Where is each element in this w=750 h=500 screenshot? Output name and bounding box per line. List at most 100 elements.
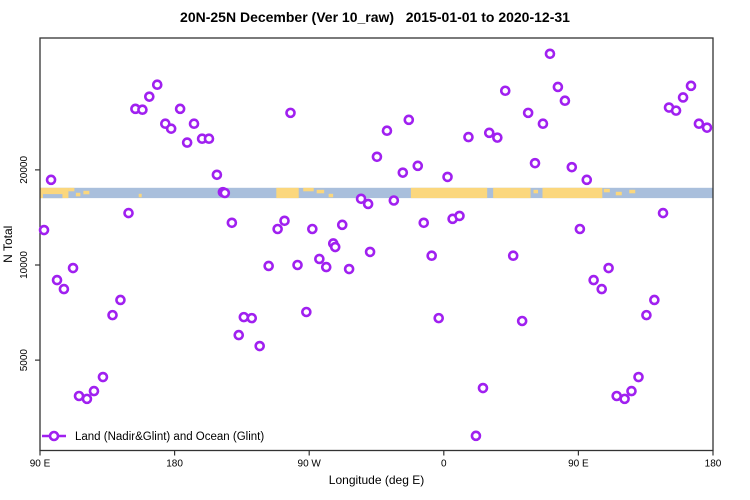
map-strip-island: [68, 187, 75, 192]
data-point: [211, 169, 223, 181]
data-point: [123, 207, 134, 219]
data-point: [219, 187, 231, 199]
data-point: [292, 259, 303, 271]
data-point: [492, 132, 503, 143]
data-point: [559, 95, 571, 107]
plot-frame: [39, 37, 714, 452]
map-strip-land: [276, 187, 299, 199]
x-tick-label: 90 W: [298, 459, 322, 470]
map-strip-island: [83, 190, 90, 195]
data-point: [226, 217, 238, 229]
map-strip-island: [533, 189, 539, 194]
data-point: [581, 174, 593, 186]
data-point: [685, 80, 697, 92]
data-point: [418, 217, 430, 229]
data-point: [45, 174, 57, 186]
data-point: [552, 81, 564, 93]
data-point: [115, 294, 126, 306]
data-point: [203, 133, 215, 145]
data-point: [477, 382, 489, 394]
data-point: [279, 215, 290, 227]
data-point: [371, 151, 383, 163]
map-strip-island: [328, 193, 334, 198]
data-point: [307, 223, 318, 235]
data-point: [151, 79, 163, 91]
data-point: [246, 312, 258, 324]
data-point: [272, 223, 283, 235]
data-point: [188, 118, 200, 129]
data-point: [381, 125, 393, 137]
data-point: [626, 385, 637, 397]
map-strip-land: [493, 187, 531, 199]
data-point: [537, 118, 549, 129]
x-axis-label: Longitude (deg E): [329, 473, 424, 487]
data-point: [499, 85, 511, 97]
map-strip-land: [410, 187, 488, 199]
data-point: [507, 250, 519, 262]
data-point: [574, 223, 586, 235]
map-strip-island: [75, 192, 81, 197]
data-point: [677, 92, 689, 103]
map-strip-island: [629, 189, 636, 194]
map-strip-island: [603, 188, 610, 193]
map-strip-island: [138, 193, 142, 198]
data-point: [641, 309, 652, 321]
data-point: [362, 198, 374, 210]
data-point: [397, 167, 409, 178]
data-point: [97, 371, 109, 383]
data-point: [603, 262, 614, 274]
data-point: [657, 207, 669, 219]
map-strip-island: [316, 189, 325, 194]
data-point: [442, 171, 453, 183]
data-point: [403, 114, 415, 126]
map-strip-ocean: [40, 187, 713, 199]
data-point: [355, 193, 367, 205]
data-point: [483, 127, 495, 139]
map-strip-land: [542, 187, 603, 199]
data-point: [263, 260, 274, 272]
data-point: [137, 104, 148, 116]
data-point: [329, 241, 341, 253]
data-point: [81, 393, 93, 405]
data-point: [174, 103, 186, 115]
data-point: [67, 262, 79, 274]
data-point: [426, 250, 437, 262]
data-point: [343, 263, 355, 275]
x-tick-label: 180: [705, 459, 722, 470]
y-tick-label: 10000: [19, 251, 30, 279]
data-point: [454, 210, 465, 222]
data-point: [588, 274, 599, 286]
data-point: [88, 385, 100, 397]
data-point: [529, 157, 541, 169]
data-point: [285, 107, 296, 119]
legend-label: Land (Nadir&Glint) and Ocean (Glint): [75, 431, 264, 443]
data-point: [544, 48, 556, 60]
chart-title: 20N-25N December (Ver 10_raw) 2015-01-01…: [180, 9, 570, 25]
data-point: [107, 309, 118, 321]
data-point: [470, 430, 482, 442]
data-point: [566, 161, 578, 173]
x-tick-label: 90 E: [30, 459, 51, 470]
y-tick-label: 5000: [19, 349, 30, 372]
data-point: [463, 131, 474, 143]
data-point: [301, 306, 312, 318]
x-tick-label: 0: [441, 459, 447, 470]
data-point: [433, 312, 445, 324]
data-point: [619, 393, 630, 405]
data-point: [38, 224, 50, 236]
data-point: [254, 340, 265, 352]
data-point: [364, 246, 376, 258]
map-strip-land: [40, 187, 69, 199]
data-point: [58, 283, 70, 295]
data-point: [388, 195, 400, 206]
data-point: [693, 118, 705, 129]
y-tick-label: 20000: [19, 156, 30, 184]
data-point: [320, 261, 332, 273]
legend-point-symbol: [48, 430, 60, 442]
map-strip-island: [615, 191, 622, 196]
data-point: [165, 123, 177, 134]
x-tick-label: 90 E: [568, 459, 589, 470]
data-point: [633, 371, 644, 383]
